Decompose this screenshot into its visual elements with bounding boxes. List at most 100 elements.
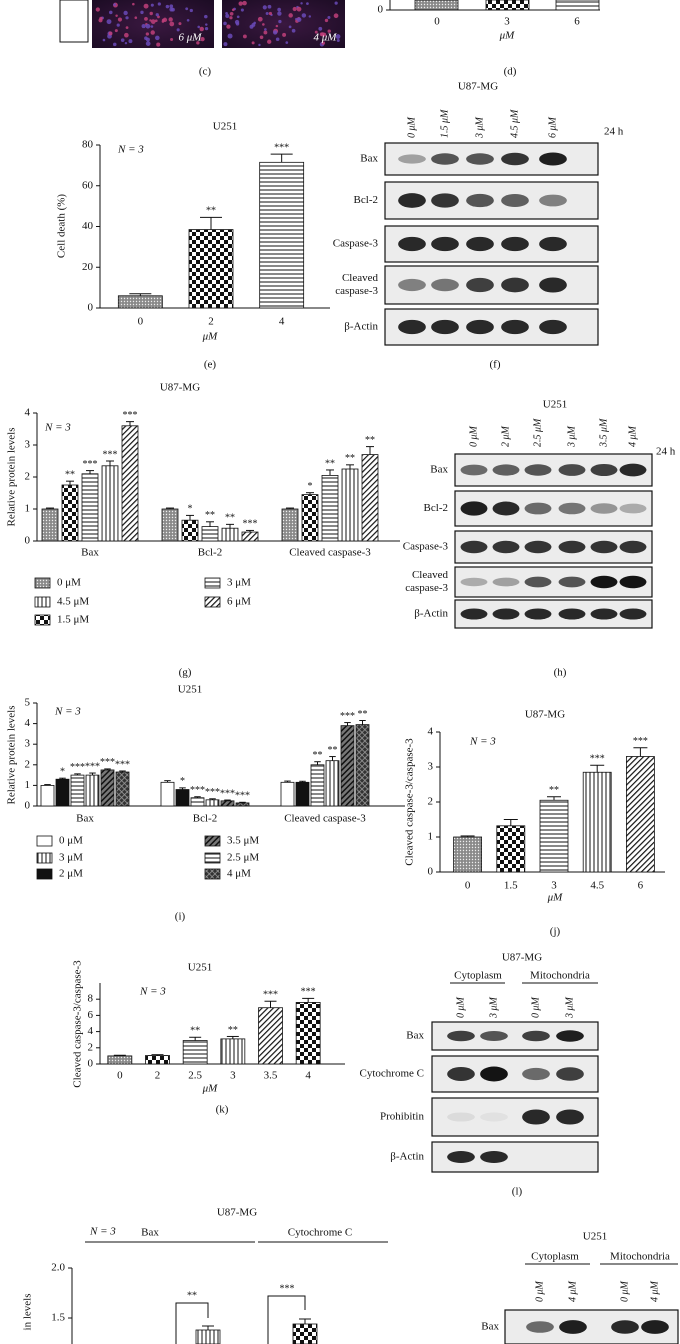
significance: * [188, 504, 193, 515]
significance: * [308, 481, 313, 492]
image-label: 4 μM [314, 32, 338, 44]
cell [225, 14, 230, 19]
cell [145, 23, 151, 29]
cell [272, 30, 278, 35]
cell [327, 15, 331, 19]
cell [277, 7, 281, 12]
panel-label: (l) [512, 1186, 523, 1198]
cell [145, 32, 150, 36]
significance: *** [220, 788, 235, 799]
bar [281, 508, 299, 542]
y-tick-label: 4 [25, 407, 31, 419]
blot-band [501, 277, 529, 293]
y-tick-label: 60 [82, 179, 94, 191]
legend-label: 2.5 μM [227, 852, 259, 864]
lane-label: 3 μM [566, 425, 577, 448]
x-tick-label: Bax [141, 1227, 159, 1239]
x-tick-label: Bcl-2 [193, 813, 217, 825]
cell [240, 8, 244, 12]
x-tick-label: Cytochrome C [288, 1227, 352, 1239]
y-tick-label: 0 [428, 866, 434, 878]
cell [125, 26, 129, 29]
cell [95, 7, 100, 12]
bar [220, 1038, 246, 1065]
bar [341, 468, 359, 542]
significance: * [60, 766, 65, 777]
time-point: 24 h [656, 446, 676, 458]
x-tick-label: 0 [465, 880, 471, 892]
cell [149, 11, 153, 16]
y-tick-label: 3 [25, 738, 31, 750]
blot-band [466, 277, 494, 293]
x-tick-label: 4.5 [590, 880, 604, 892]
bar [496, 825, 526, 873]
cell [189, 8, 193, 13]
blot-band [431, 153, 459, 165]
bar [220, 800, 235, 807]
cell [124, 32, 129, 38]
cell [285, 41, 289, 44]
cell [296, 17, 302, 22]
significance: ** [328, 745, 338, 756]
significance: ** [190, 1026, 200, 1037]
blot-band [619, 608, 647, 620]
cell [117, 17, 123, 22]
cell [292, 6, 297, 12]
significance: *** [340, 711, 355, 722]
cell [288, 13, 293, 18]
blot-band [590, 608, 618, 620]
protein-label: Caspase-3 [403, 541, 449, 553]
cell [145, 41, 151, 46]
lane-label: 0 μM [406, 116, 417, 138]
y-tick-label: 0 [88, 1058, 94, 1070]
y-tick-label: 2 [25, 758, 31, 770]
lane-label: 0 μM [619, 1280, 630, 1302]
x-tick-label: 3.5 [264, 1070, 278, 1082]
blot-band [501, 194, 529, 207]
legend-label: 3 μM [227, 577, 251, 589]
bar [117, 295, 163, 309]
panel-title: U87-MG [160, 382, 200, 394]
blot-band [480, 1112, 508, 1122]
blot-band [590, 540, 618, 554]
cell [140, 10, 144, 15]
x-tick-label: 2.5 [188, 1070, 202, 1082]
cell [106, 19, 112, 25]
cell [259, 35, 264, 40]
y-tick-label: 80 [82, 139, 94, 151]
protein-label: β-Actin [344, 321, 378, 333]
blot-strip [454, 490, 653, 527]
cell [115, 14, 118, 18]
blot-band [558, 608, 586, 620]
cropped-bar [485, 0, 530, 11]
cell [186, 18, 190, 22]
lane-label: 1.5 μM [439, 109, 450, 138]
legend-swatch [36, 852, 53, 864]
significance: *** [115, 759, 130, 770]
panel-title: U251 [583, 1231, 607, 1243]
protein-label: caspase-3 [405, 582, 448, 594]
x-tick-label: Bax [76, 813, 94, 825]
blot-band [539, 277, 567, 293]
y-tick-label: 20 [82, 261, 94, 273]
significance: *** [190, 785, 205, 796]
fraction-header: Cytoplasm [531, 1251, 579, 1263]
cell [116, 23, 120, 27]
lane-label: 6 μM [547, 116, 558, 138]
blot-band [431, 193, 459, 208]
significance: ** [206, 206, 216, 217]
sample-size: N = 3 [44, 422, 71, 434]
blot-band [539, 236, 567, 252]
legend-label: 3.5 μM [227, 835, 259, 847]
blot-band [492, 608, 520, 620]
lane-label: 4 μM [567, 1280, 578, 1302]
x-tick-label: 0 [434, 16, 440, 28]
protein-label: Bcl-2 [354, 194, 378, 206]
blot-band [539, 194, 567, 207]
panel-label: (g) [179, 667, 192, 679]
blot-band [492, 501, 520, 516]
fraction-header: Mitochondria [530, 970, 590, 982]
blot-band [460, 608, 488, 620]
bar [181, 519, 199, 542]
bar [292, 1323, 318, 1344]
